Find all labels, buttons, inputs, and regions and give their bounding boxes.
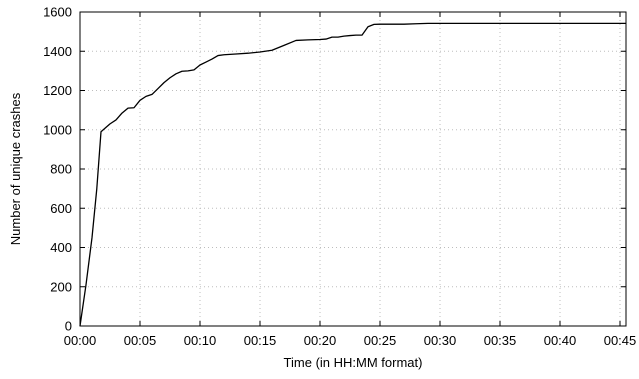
x-tick-label: 00:25 — [364, 333, 397, 348]
x-tick-label: 00:20 — [304, 333, 337, 348]
x-tick-label: 00:15 — [244, 333, 277, 348]
series-layer — [79, 22, 626, 327]
y-tick-label: 600 — [50, 201, 72, 216]
y-tick-label: 1600 — [43, 5, 72, 20]
x-tick-label: 00:40 — [544, 333, 577, 348]
y-tick-label: 1200 — [43, 83, 72, 98]
plot-frame — [79, 11, 627, 327]
grid — [80, 12, 626, 326]
y-tick-label: 0 — [65, 319, 72, 334]
x-tick-label: 00:35 — [484, 333, 517, 348]
series-line — [79, 22, 626, 327]
x-tick-label: 00:30 — [424, 333, 457, 348]
y-tick-label: 800 — [50, 162, 72, 177]
y-tick-label: 200 — [50, 279, 72, 294]
y-tick-label: 1000 — [43, 122, 72, 137]
y-tick-labels: 0 200 400 600 800 1000 1200 1400 1600 — [43, 5, 72, 334]
y-tick-label: 1400 — [43, 44, 72, 59]
y-axis-title: Number of unique crashes — [8, 92, 23, 245]
x-tick-label: 00:00 — [64, 333, 97, 348]
x-tick-label: 00:10 — [184, 333, 217, 348]
x-tick-label: 00:45 — [604, 333, 637, 348]
x-tick-labels: 00:00 00:05 00:10 00:15 00:20 00:25 00:30 00:35… — [64, 333, 637, 348]
x-tick-label: 00:05 — [124, 333, 157, 348]
x-axis-title: Time (in HH:MM format) — [284, 355, 423, 370]
y-tick-label: 400 — [50, 240, 72, 255]
